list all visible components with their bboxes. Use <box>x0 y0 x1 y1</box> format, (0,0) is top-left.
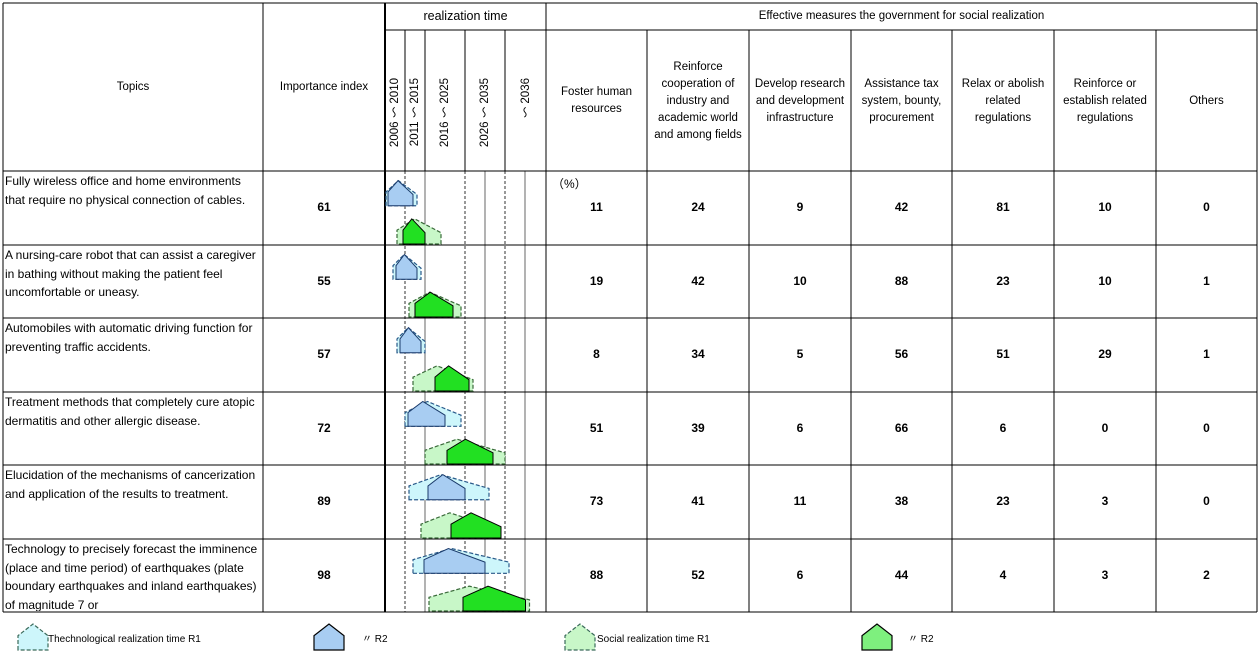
measure-value: 0 <box>1101 420 1109 435</box>
measure-value: 51 <box>996 347 1010 361</box>
measure-value: 5 <box>796 347 804 361</box>
measure-value: 88 <box>589 567 604 582</box>
measure-header: Relax or abolish related regulations <box>961 77 1045 124</box>
measure-header: Reinforce cooperation of industry and ac… <box>654 60 742 141</box>
importance-value: 55 <box>317 273 331 288</box>
measure-value: 0 <box>1203 200 1210 214</box>
measure-value: 0 <box>1203 420 1210 435</box>
measure-value: 10 <box>1098 200 1112 214</box>
measure-value: 6 <box>796 567 804 582</box>
measure-value: 0 <box>1203 494 1210 508</box>
period-label: 2016 ～ 2025 <box>439 78 451 148</box>
measure-header: Develop research and development infrast… <box>754 77 846 124</box>
period-label: 2011 ～ 2015 <box>409 78 421 147</box>
tech-r2-marker <box>423 547 486 574</box>
measure-value: 29 <box>1098 347 1112 361</box>
measure-header: Others <box>1189 94 1224 107</box>
topics-header: Topics <box>116 80 150 93</box>
measure-value: 38 <box>894 494 909 508</box>
tech-r2-marker <box>427 474 466 501</box>
measure-value: 42 <box>894 200 909 214</box>
legend-label: Social realization time R1 <box>597 634 710 645</box>
tech-r2-marker <box>395 253 418 280</box>
measure-value: 52 <box>691 567 705 582</box>
social-r2-marker <box>414 291 454 318</box>
realization-time-header: realization time <box>423 9 508 23</box>
measure-value: 3 <box>1101 567 1109 582</box>
tech-r2-marker <box>399 326 422 354</box>
tech-r2-marker <box>407 400 446 427</box>
measure-value: 42 <box>691 273 705 288</box>
measure-value: 6 <box>796 420 804 435</box>
measure-value: 1 <box>1203 347 1210 361</box>
period-label: ～ 2036 <box>519 78 532 119</box>
tech-r2-marker <box>387 179 414 207</box>
measure-header: Foster human resources <box>561 86 632 115</box>
topic-text: Automobiles with automatic driving funct… <box>5 321 253 354</box>
importance-header: Importance index <box>279 80 369 93</box>
measure-value: 34 <box>691 347 705 361</box>
measure-value: 11 <box>793 494 807 508</box>
measure-header: Assistance tax system, bounty, procureme… <box>861 77 942 124</box>
measure-value: 6 <box>999 420 1007 435</box>
measure-value: 10 <box>1098 273 1112 288</box>
measure-value: 23 <box>996 494 1010 508</box>
importance-value: 89 <box>317 494 331 508</box>
social-r2-marker <box>446 438 494 465</box>
importance-value: 98 <box>317 567 331 582</box>
legend-label: Thechnological realization time R1 <box>48 634 201 645</box>
social-r2-marker <box>402 218 426 245</box>
measures-header: Effective measures the government for so… <box>758 10 1045 22</box>
measure-header: Reinforce or establish related regulatio… <box>1063 77 1147 124</box>
period-label: 2026 ～ 2035 <box>479 78 491 148</box>
measure-value: 9 <box>796 200 804 214</box>
measure-value: 39 <box>691 420 705 435</box>
legend-label: 〃 R2 <box>908 634 934 645</box>
measure-value: 88 <box>894 273 909 288</box>
importance-value: 72 <box>317 420 331 435</box>
legend-label: 〃 R2 <box>362 634 388 645</box>
legend-swatch <box>564 623 596 651</box>
period-label: 2006 ～ 2010 <box>389 78 401 148</box>
legend-swatch <box>313 623 345 651</box>
measure-value: 51 <box>589 420 604 435</box>
measure-value: 23 <box>996 273 1010 288</box>
topic-text: A nursing-care robot that can assist a c… <box>5 248 256 299</box>
measure-value: 24 <box>691 200 705 214</box>
topic-text: Technology to precisely forecast the imm… <box>5 542 258 611</box>
social-r2-marker <box>450 512 502 539</box>
social-r2-marker <box>434 365 470 392</box>
measure-value: 4 <box>999 567 1007 582</box>
measure-value: 44 <box>894 567 909 582</box>
measure-value: 11 <box>590 200 603 214</box>
topic-text: Treatment methods that completely cure a… <box>5 395 255 428</box>
measure-value: 66 <box>894 420 909 435</box>
measure-value: 41 <box>691 494 705 508</box>
measure-value: 8 <box>593 347 600 361</box>
measure-value: 56 <box>894 347 909 361</box>
measure-value: 2 <box>1203 567 1210 582</box>
measure-value: 81 <box>996 200 1010 214</box>
importance-value: 61 <box>317 200 331 214</box>
unit-label: （%） <box>552 177 587 191</box>
importance-value: 57 <box>317 347 331 361</box>
measure-value: 19 <box>589 273 604 288</box>
measure-value: 1 <box>1203 273 1210 288</box>
legend-swatch <box>17 623 49 651</box>
social-r2-marker <box>462 585 526 612</box>
measure-value: 10 <box>793 273 807 288</box>
topic-text: Fully wireless office and home environme… <box>5 174 246 207</box>
measure-value: 73 <box>589 494 604 508</box>
topic-text: Elucidation of the mechanisms of canceri… <box>5 468 256 501</box>
measure-value: 3 <box>1101 494 1109 508</box>
legend-swatch <box>861 623 893 651</box>
